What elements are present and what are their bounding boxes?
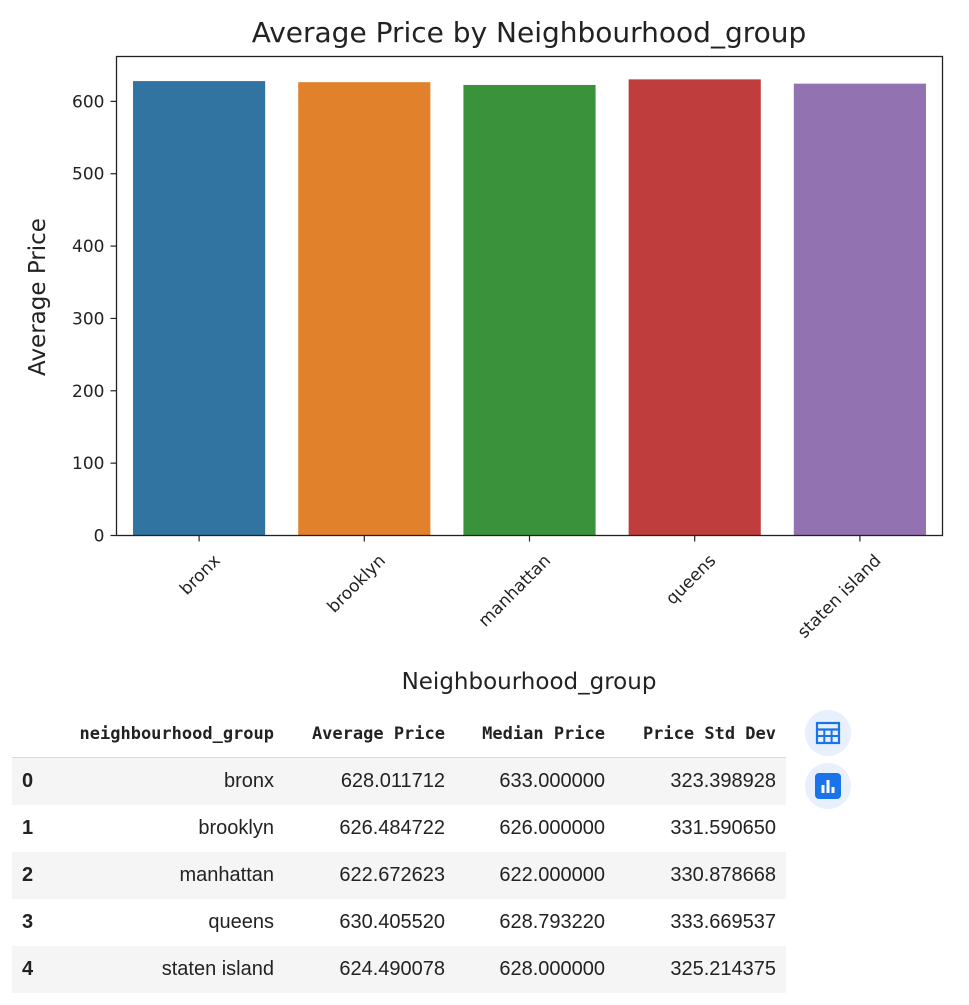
table-cell: bronx [223,770,274,792]
table-cell: 630.405520 [339,911,445,933]
table-cell: 626.484722 [339,817,445,839]
y-tick-label: 600 [72,92,104,112]
column-header: Average Price [284,710,455,758]
column-header: Price Std Dev [615,710,786,758]
y-tick-label: 500 [72,165,104,185]
table-row: 1 brooklyn 626.484722 626.000000 331.590… [12,805,786,852]
bar-chart-icon [815,773,841,799]
bar-bronx [133,81,266,536]
table-cell: 628.000000 [499,958,605,980]
bar-manhattan [463,84,596,536]
suggest-charts-button[interactable] [805,763,851,809]
table-cell: 628.011712 [340,770,445,792]
y-tick-label: 300 [72,309,104,329]
y-tick-label: 0 [94,527,105,547]
convert-to-interactive-table-button[interactable] [805,710,851,756]
table-cell: 331.590650 [670,817,776,839]
y-tick-label: 200 [72,382,104,402]
chart-title: Average Price by Neighbourhood_group [252,16,807,49]
index-header [12,710,52,758]
y-tick-label: 100 [72,454,104,474]
table-row: 0 bronx 628.011712 633.000000 323.398928 [12,757,786,805]
table-grid-icon [815,721,841,745]
x-tick-label: bronx [176,551,225,600]
table-row: 3 queens 630.405520 628.793220 333.66953… [12,899,786,946]
table-cell: 622.672623 [339,864,445,886]
table-header-row: neighbourhood_group Average Price Median… [12,710,786,758]
row-index: 0 [22,770,34,792]
table-cell: manhattan [179,864,274,886]
table-cell: 626.000000 [499,817,605,839]
x-axis-label: Neighbourhood_group [402,669,657,695]
y-tick-label: 400 [72,237,104,257]
table-cell: staten island [161,958,274,980]
x-tick-label: queens [662,551,720,609]
table-row: 2 manhattan 622.672623 622.000000 330.87… [12,852,786,899]
table-cell: 628.793220 [499,911,605,933]
bar-queens [628,79,761,536]
table-cell: 330.878668 [670,864,776,886]
row-index: 3 [22,911,34,933]
table-cell: 333.669537 [670,911,776,933]
x-tick-label: staten island [794,551,886,643]
bar-chart: Average Price by Neighbourhood_group Ave… [25,16,944,695]
table-cell: 325.214375 [670,958,776,980]
plot-frame [115,55,944,537]
table-cell: queens [208,911,274,933]
table-row: 4 staten island 624.490078 628.000000 32… [12,946,786,993]
column-header: Median Price [455,710,615,758]
table-cell: 633.000000 [499,770,605,792]
table-cell: 323.398928 [670,770,776,792]
row-index: 4 [22,958,34,980]
dataframe-table: neighbourhood_group Average Price Median… [12,710,786,993]
x-tick-label: brooklyn [324,551,390,617]
column-header: neighbourhood_group [52,710,284,758]
bar-staten-island [793,83,926,536]
y-axis-label: Average Price [25,218,51,376]
row-index: 1 [22,817,34,839]
table-cell: 622.000000 [499,864,605,886]
table-cell: brooklyn [198,817,274,839]
table-cell: 624.490078 [339,958,445,980]
x-tick-label: manhattan [475,551,555,631]
row-index: 2 [22,864,34,886]
bar-brooklyn [298,82,431,536]
